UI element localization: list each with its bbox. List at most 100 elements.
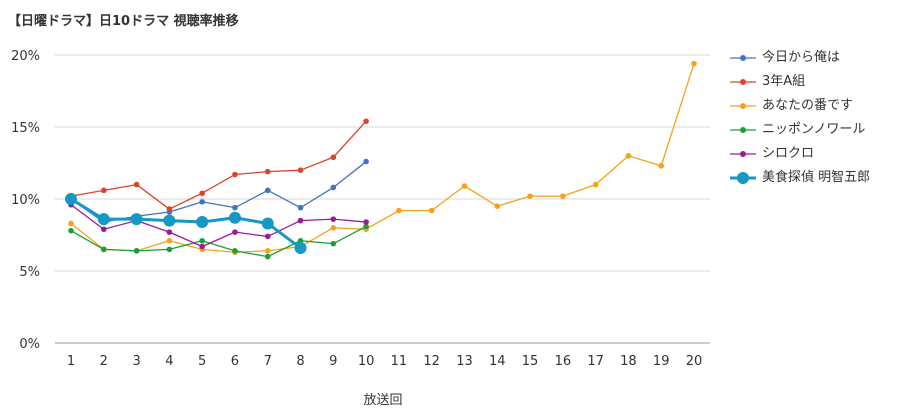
data-point[interactable] [461, 183, 468, 189]
data-point[interactable] [297, 217, 304, 224]
x-tick-label: 9 [329, 354, 337, 369]
data-point[interactable] [297, 204, 304, 211]
data-point[interactable] [264, 187, 271, 194]
legend-swatch-marker [740, 103, 746, 109]
data-point[interactable] [294, 241, 307, 254]
data-point[interactable] [330, 154, 337, 161]
x-tick-label: 4 [165, 354, 173, 369]
data-point[interactable] [264, 233, 271, 240]
data-point[interactable] [560, 193, 566, 199]
legend-item-3[interactable]: あなたの番です [728, 98, 893, 114]
grid-lines [55, 54, 710, 344]
data-point[interactable] [363, 118, 369, 125]
legend-swatch [730, 172, 756, 184]
data-point[interactable] [625, 153, 632, 159]
data-point[interactable] [68, 220, 74, 227]
data-point[interactable] [100, 226, 107, 233]
data-point[interactable] [163, 214, 176, 227]
data-point[interactable] [100, 246, 107, 253]
legend-label: シロクロ [762, 146, 815, 161]
data-point[interactable] [330, 216, 337, 222]
x-tick-label: 12 [423, 354, 440, 369]
data-point[interactable] [68, 227, 74, 234]
data-point[interactable] [330, 240, 337, 247]
data-point[interactable] [592, 181, 599, 188]
y-axis-tick-labels: 0% 5% 10% 15% 20% [11, 49, 40, 352]
data-point[interactable] [232, 204, 238, 211]
x-tick-label: 17 [587, 354, 604, 369]
data-point[interactable] [166, 229, 173, 235]
series-line [70, 63, 695, 253]
data-point[interactable] [428, 207, 435, 214]
data-point[interactable] [130, 213, 143, 226]
series-1 [68, 158, 369, 225]
legend-label: 美食探偵 明智五郎 [762, 170, 871, 185]
data-point[interactable] [65, 193, 77, 205]
data-point[interactable] [232, 171, 238, 178]
data-point[interactable] [264, 253, 271, 260]
series-6 [65, 193, 307, 254]
data-point[interactable] [691, 60, 697, 67]
x-axis-tick-labels: 1 2 3 4 5 6 7 8 9 10 11 12 13 14 15 16 17 18 19 20 [67, 354, 702, 369]
data-point[interactable] [166, 206, 173, 212]
legend-swatch [730, 103, 756, 109]
series-line [70, 161, 367, 223]
data-point[interactable] [166, 237, 173, 244]
legend-item-2[interactable]: 3年A組 [728, 74, 893, 90]
x-tick-label: 15 [522, 354, 539, 369]
y-tick-label: 15% [11, 121, 40, 136]
data-point[interactable] [199, 199, 205, 205]
data-point[interactable] [199, 243, 205, 250]
data-point[interactable] [166, 246, 173, 253]
data-point[interactable] [330, 184, 337, 191]
data-point[interactable] [199, 190, 205, 197]
x-tick-label: 1 [67, 354, 75, 369]
x-tick-label: 16 [555, 354, 572, 369]
legend-swatch-marker [740, 127, 746, 133]
legend-item-1[interactable]: 今日から俺は [728, 50, 893, 66]
data-point[interactable] [196, 216, 209, 229]
legend-label: ニッポンノワール [762, 122, 866, 137]
data-point[interactable] [232, 248, 238, 254]
x-axis-label: 放送回 [363, 393, 402, 408]
data-point[interactable] [264, 248, 271, 254]
legend-item-6[interactable]: 美食探偵 明智五郎 [728, 170, 893, 186]
series-line [70, 225, 367, 258]
legend: 今日から俺は 3年A組あなたの番です ニッポンノワール シロクロ美食探偵 明智五郎 [728, 50, 893, 194]
data-point[interactable] [363, 158, 369, 165]
data-point[interactable] [363, 223, 369, 230]
legend-item-5[interactable]: シロクロ [728, 146, 893, 162]
data-point[interactable] [133, 248, 140, 254]
data-point[interactable] [100, 187, 107, 194]
data-point[interactable] [527, 193, 533, 199]
x-tick-label: 3 [132, 354, 140, 369]
x-tick-label: 11 [391, 354, 408, 369]
legend-swatch-marker [740, 79, 746, 85]
data-point[interactable] [97, 213, 110, 226]
x-tick-label: 7 [264, 354, 272, 369]
x-tick-label: 8 [296, 354, 304, 369]
data-point[interactable] [264, 168, 271, 175]
legend-item-4[interactable]: ニッポンノワール [728, 122, 893, 138]
data-point[interactable] [297, 167, 304, 173]
legend-swatch-marker [740, 151, 746, 157]
x-tick-label: 19 [653, 354, 670, 369]
data-point[interactable] [261, 217, 274, 230]
data-point[interactable] [330, 225, 337, 231]
y-tick-label: 20% [11, 49, 40, 64]
data-point[interactable] [396, 207, 402, 214]
x-tick-label: 13 [456, 354, 473, 369]
data-point[interactable] [133, 181, 140, 188]
data-point[interactable] [494, 203, 501, 209]
series-3 [68, 60, 697, 256]
data-point[interactable] [232, 229, 238, 235]
data-point[interactable] [658, 163, 665, 169]
data-point[interactable] [363, 219, 369, 225]
legend-label: あなたの番です [762, 98, 854, 113]
legend-swatch [730, 55, 756, 61]
data-point[interactable] [228, 211, 241, 224]
series-5 [68, 201, 369, 250]
legend-swatch-marker [737, 172, 749, 184]
data-point[interactable] [199, 237, 205, 244]
